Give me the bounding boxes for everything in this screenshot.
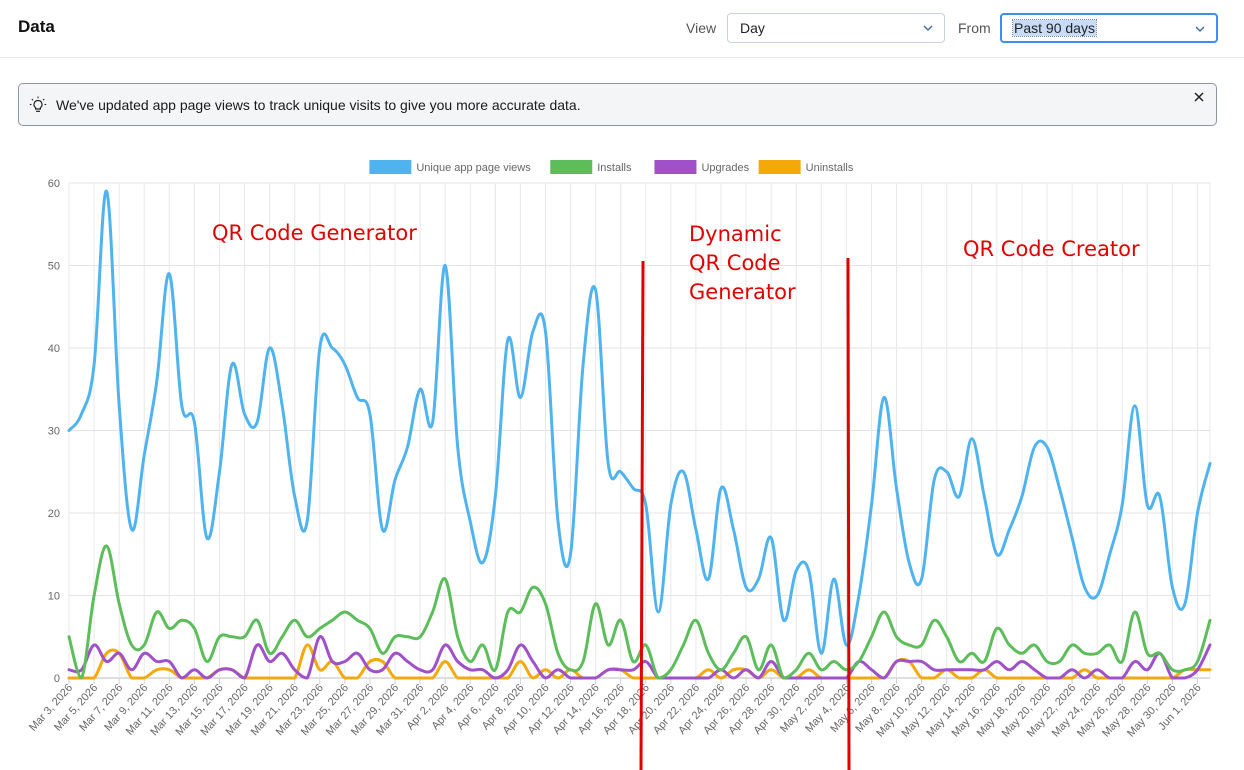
annotation-1-line-1: QR Code Generator: [212, 221, 417, 245]
y-tick-label: 10: [48, 591, 60, 603]
banner-message: We've updated app page views to track un…: [56, 97, 581, 113]
legend-label-upgrades: Upgrades: [701, 162, 749, 174]
y-tick-label: 30: [48, 426, 60, 438]
y-tick-label: 20: [48, 508, 60, 520]
info-banner: We've updated app page views to track un…: [18, 83, 1217, 126]
legend-label-installs: Installs: [597, 162, 632, 174]
annotation-2-line-2: QR Code: [689, 251, 781, 275]
series-line-unique-app-page-views: [67, 189, 1212, 655]
annotation-2-line-3: Generator: [689, 280, 796, 304]
annotation-2-line-1: Dynamic: [689, 222, 782, 246]
legend-swatch-upgrades: [654, 160, 697, 174]
view-select[interactable]: Day: [727, 13, 945, 43]
series-line-installs: [67, 544, 1212, 680]
from-label: From: [958, 20, 991, 36]
legend-swatch-installs: [550, 160, 593, 174]
page-title: Data: [18, 17, 55, 36]
from-select-value: Past 90 days: [1012, 19, 1097, 37]
y-tick-label: 60: [48, 178, 60, 190]
lightbulb-icon: [29, 96, 47, 112]
from-select[interactable]: Past 90 days: [1000, 13, 1218, 43]
series-line-uninstalls: [67, 643, 1212, 680]
chevron-down-icon: [1195, 26, 1205, 32]
legend-swatch-uninstalls: [758, 160, 801, 174]
y-tick-label: 40: [48, 343, 60, 355]
chart-series: [67, 189, 1212, 680]
divider-line-1: [639, 260, 645, 770]
legend-swatch-unique-app-page-views: [369, 160, 412, 174]
chart-legend: Unique app page views Installs Upgrades Uni…: [369, 160, 854, 174]
annotation-3-line-1: QR Code Creator: [963, 237, 1140, 261]
y-tick-label: 0: [54, 673, 60, 685]
series-line-upgrades: [67, 635, 1212, 680]
chart-annotations: QR Code Generator Dynamic QR Code Generator…: [212, 221, 1140, 770]
chevron-down-icon: [923, 25, 933, 31]
y-tick-label: 50: [48, 261, 60, 273]
y-axis: 0 10 20 30 40 50 60: [48, 178, 60, 685]
view-label: View: [686, 20, 717, 36]
legend-label-unique-app-page-views: Unique app page views: [416, 162, 531, 174]
close-icon[interactable]: [1192, 90, 1206, 104]
legend-label-uninstalls: Uninstalls: [806, 162, 854, 174]
view-select-value: Day: [740, 20, 765, 36]
page-header: Data View Day From Past 90 days: [0, 0, 1244, 58]
divider-line-2: [846, 257, 851, 770]
